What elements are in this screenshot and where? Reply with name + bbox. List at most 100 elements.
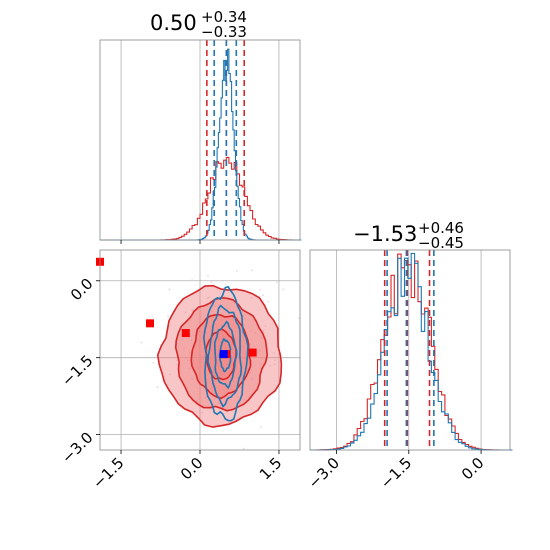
joint-noise-point — [215, 324, 218, 327]
joint-noise-point — [232, 380, 234, 382]
joint-noise-point — [152, 361, 155, 364]
joint-noise-point — [218, 402, 221, 405]
joint-noise-point — [191, 377, 194, 380]
right-xtick-label-2: 0.0 — [458, 454, 488, 484]
right-histogram-panel: −3.0 −1.5 0.0 — [305, 249, 513, 492]
joint-noise-point — [237, 372, 240, 375]
top-histogram-panel — [99, 39, 302, 244]
joint-noise-point — [208, 296, 210, 299]
joint-noise-point — [221, 373, 224, 376]
joint-noise-point — [204, 396, 207, 399]
joint-noise-point — [167, 315, 169, 318]
joint-noise-point — [219, 371, 222, 374]
joint-noise-point — [242, 447, 245, 450]
right-title-median: −1.53 — [353, 222, 417, 246]
joint-blue-marker — [219, 350, 228, 359]
joint-noise-point — [189, 352, 192, 354]
joint-noise-point — [262, 329, 265, 332]
joint-noise-point — [236, 376, 239, 379]
joint-noise-point — [161, 356, 164, 359]
joint-noise-point — [235, 270, 238, 272]
joint-noise-point — [258, 288, 261, 291]
joint-noise-point — [258, 349, 260, 352]
joint-noise-point — [183, 347, 185, 350]
joint-noise-point — [176, 364, 179, 367]
joint-noise-point — [140, 341, 143, 344]
top-title-minus: −0.33 — [201, 23, 247, 41]
joint-noise-point — [230, 388, 233, 391]
joint-noise-point — [226, 359, 228, 361]
joint-ytick-label-1: −1.5 — [58, 352, 96, 390]
joint-red-marker-4 — [248, 348, 257, 357]
joint-noise-point — [261, 357, 264, 359]
joint-blue-contour-2 — [214, 320, 238, 390]
joint-noise-point — [251, 377, 253, 380]
joint-noise-point — [198, 329, 200, 332]
joint-noise-point — [210, 407, 212, 410]
joint-noise-point — [206, 305, 209, 307]
joint-noise-point — [192, 334, 195, 337]
joint-noise-point — [251, 269, 254, 272]
joint-noise-point — [218, 304, 220, 307]
joint-noise-point — [211, 350, 214, 352]
right-hist-red — [310, 253, 513, 451]
joint-noise-point — [213, 379, 216, 382]
joint-noise-point — [195, 400, 198, 402]
joint-noise-point — [188, 367, 191, 369]
joint-noise-point — [261, 337, 263, 339]
joint-noise-point — [213, 374, 216, 376]
joint-blue-contour-3 — [218, 337, 232, 373]
joint-noise-point — [222, 346, 225, 349]
joint-noise-point — [184, 311, 187, 314]
joint-ytick-label-0: 0.0 — [67, 275, 97, 305]
joint-xtick-label-2: 1.5 — [256, 454, 286, 484]
joint-noise-point — [252, 345, 255, 348]
joint-noise-point — [250, 297, 253, 299]
joint-noise-point — [201, 411, 204, 414]
right-xtick-label-0: −3.0 — [305, 454, 343, 492]
joint-noise-point — [200, 378, 203, 381]
joint-noise-point — [191, 279, 194, 281]
joint-noise-point — [221, 331, 224, 333]
joint-noise-point — [169, 373, 172, 376]
joint-noise-point — [230, 393, 233, 396]
right-hist-blue — [310, 252, 513, 451]
joint-noise-point — [207, 373, 210, 375]
joint-noise-point — [214, 305, 217, 308]
joint-noise-point — [260, 426, 262, 428]
joint-noise-point — [262, 294, 264, 297]
joint-noise-point — [207, 274, 209, 277]
joint-noise-point — [242, 314, 245, 317]
joint-noise-point — [205, 331, 208, 334]
joint-noise-point — [233, 302, 236, 305]
joint-blue-contour-1 — [207, 304, 243, 408]
joint-noise-point — [233, 352, 235, 355]
joint-noise-point — [243, 357, 246, 359]
joint-noise-point — [229, 339, 232, 342]
joint-blue-contour-0 — [202, 285, 249, 422]
joint-noise-point — [200, 358, 203, 361]
joint-red-marker-1 — [146, 319, 154, 328]
joint-noise-point — [190, 338, 193, 341]
right-title-plus: +0.46 — [418, 219, 464, 237]
joint-noise-point — [220, 325, 223, 328]
joint-noise-point — [253, 331, 256, 334]
right-xtick-label-1: −1.5 — [377, 454, 415, 492]
joint-noise-point — [201, 364, 204, 367]
joint-noise-point — [208, 313, 211, 316]
top-title-median: 0.50 — [150, 11, 197, 35]
joint-red-marker-2 — [181, 329, 190, 338]
joint-noise-point — [282, 288, 285, 291]
joint-noise-point — [218, 338, 221, 340]
joint-noise-point — [249, 371, 252, 374]
joint-noise-point — [227, 307, 230, 310]
joint-noise-point — [206, 297, 209, 300]
joint-noise-point — [239, 386, 242, 389]
joint-noise-point — [176, 359, 178, 362]
joint-noise-point — [196, 367, 199, 370]
joint-noise-point — [211, 310, 214, 313]
top-title-plus: +0.34 — [201, 8, 247, 26]
joint-noise-point — [201, 330, 204, 333]
joint-noise-point — [187, 359, 189, 362]
joint-contour-panel: −1.5 0.0 1.50.0−1.5−3.0 — [58, 249, 301, 492]
